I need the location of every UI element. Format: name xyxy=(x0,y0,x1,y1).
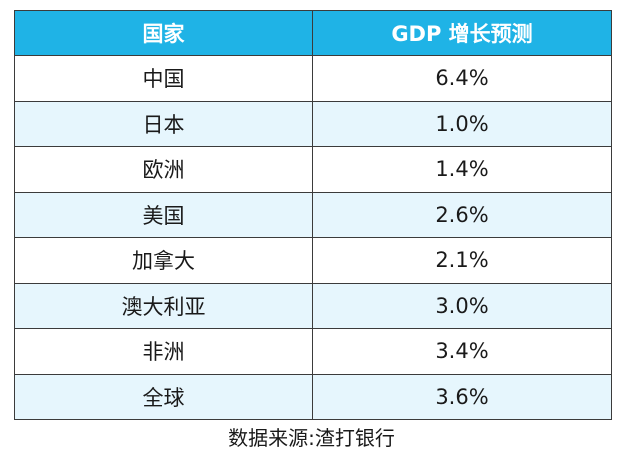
country-cell: 中国 xyxy=(14,55,313,102)
gdp-value-cell: 1.0% xyxy=(312,100,612,147)
table-row: 全球 3.6% xyxy=(14,373,612,420)
country-cell: 日本 xyxy=(14,100,313,147)
column-header-gdp-forecast: GDP 增长预测 xyxy=(312,10,612,56)
gdp-value-cell: 6.4% xyxy=(312,55,612,102)
gdp-value-cell: 3.4% xyxy=(312,328,612,375)
table-row: 日本 1.0% xyxy=(14,100,612,147)
country-cell: 美国 xyxy=(14,191,313,238)
table-row: 美国 2.6% xyxy=(14,191,612,238)
table-row: 加拿大 2.1% xyxy=(14,237,612,284)
gdp-value-cell: 2.6% xyxy=(312,191,612,238)
country-cell: 全球 xyxy=(14,373,313,420)
gdp-value-cell: 3.0% xyxy=(312,282,612,329)
country-cell: 加拿大 xyxy=(14,237,313,284)
gdp-forecast-table: 国家 GDP 增长预测 中国 6.4% 日本 1.0% 欧洲 1.4% 美国 2… xyxy=(14,10,612,420)
table-header-row: 国家 GDP 增长预测 xyxy=(14,10,612,56)
data-source-caption: 数据来源:渣打银行 xyxy=(228,426,395,450)
table-row: 欧洲 1.4% xyxy=(14,146,612,193)
gdp-value-cell: 1.4% xyxy=(312,146,612,193)
table-row: 中国 6.4% xyxy=(14,55,612,102)
country-cell: 欧洲 xyxy=(14,146,313,193)
gdp-value-cell: 2.1% xyxy=(312,237,612,284)
column-header-country: 国家 xyxy=(14,10,313,56)
table-row: 非洲 3.4% xyxy=(14,328,612,375)
table-row: 澳大利亚 3.0% xyxy=(14,282,612,329)
gdp-value-cell: 3.6% xyxy=(312,373,612,420)
country-cell: 非洲 xyxy=(14,328,313,375)
country-cell: 澳大利亚 xyxy=(14,282,313,329)
